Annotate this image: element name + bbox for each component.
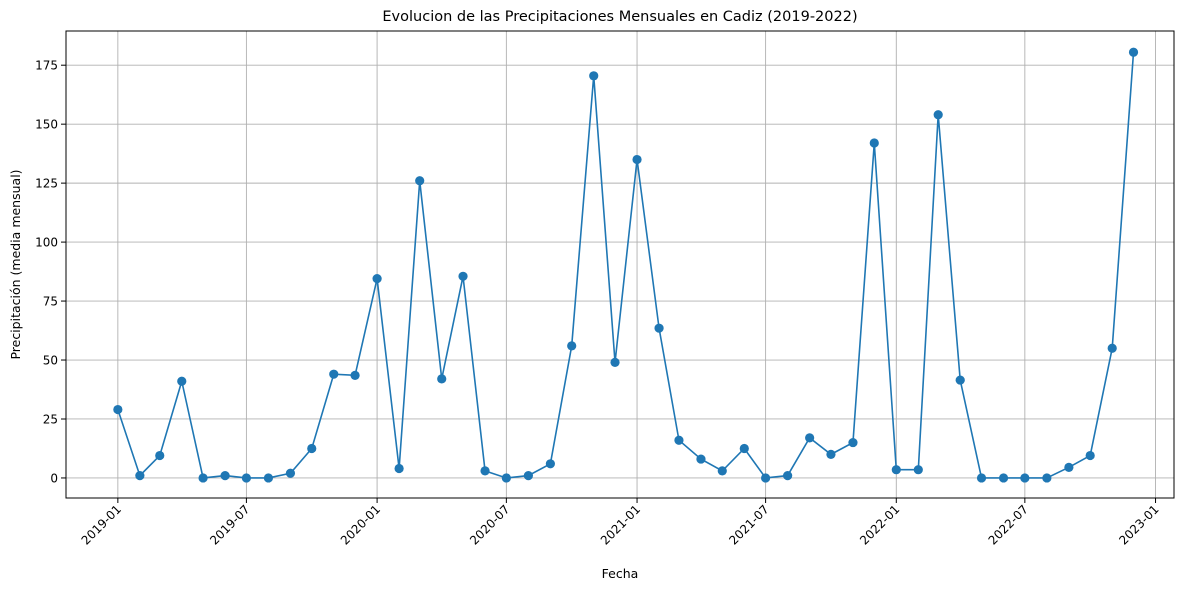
- data-point: [523, 470, 533, 481]
- y-tick-label: 100: [35, 236, 58, 250]
- x-tick-label: 2021-01: [598, 502, 643, 547]
- x-tick-label: 2020-07: [467, 502, 512, 547]
- data-point: [674, 435, 684, 445]
- data-point: [696, 454, 706, 464]
- data-point: [241, 473, 252, 483]
- data-point: [1107, 343, 1117, 353]
- data-point: [372, 274, 382, 284]
- y-tick-label: 125: [35, 177, 58, 191]
- y-tick-label: 75: [43, 295, 58, 309]
- data-point: [1020, 473, 1030, 483]
- data-point: [155, 450, 165, 461]
- y-tick-label: 50: [43, 354, 58, 368]
- data-point: [501, 473, 511, 483]
- data-point: [739, 443, 749, 454]
- data-point: [545, 459, 555, 469]
- data-point: [307, 443, 317, 454]
- y-tick-label: 175: [35, 59, 58, 73]
- data-point: [933, 110, 943, 120]
- data-point: [976, 473, 987, 483]
- data-point: [177, 376, 187, 386]
- data-point: [1042, 473, 1052, 483]
- data-point: [415, 176, 425, 186]
- y-tick-label: 0: [50, 471, 58, 485]
- data-point: [955, 375, 965, 385]
- x-tick-label: 2020-01: [338, 502, 383, 547]
- data-point: [458, 271, 468, 281]
- data-point: [285, 468, 296, 478]
- data-point: [1064, 462, 1074, 472]
- data-point: [350, 370, 360, 380]
- data-point: [848, 437, 858, 448]
- data-point: [394, 463, 404, 474]
- data-point: [717, 466, 727, 476]
- data-point: [329, 369, 339, 379]
- data-point: [220, 470, 230, 481]
- data-point: [761, 473, 771, 483]
- x-tick-label: 2021-07: [726, 502, 771, 547]
- x-tick-label: 2022-01: [857, 502, 902, 547]
- data-point: [198, 473, 208, 483]
- x-tick-label: 2019-01: [79, 502, 124, 547]
- x-axis-label: Fecha: [602, 566, 639, 581]
- chart-title: Evolucion de las Precipitaciones Mensual…: [382, 9, 857, 25]
- data-point: [113, 404, 123, 415]
- data-point: [654, 323, 664, 333]
- x-tick-label: 2019-07: [207, 502, 252, 547]
- data-point: [913, 465, 923, 475]
- series-layer: [113, 47, 1139, 483]
- data-point: [567, 341, 577, 351]
- y-tick-label: 150: [35, 118, 58, 132]
- data-point: [891, 465, 901, 475]
- data-point: [632, 154, 642, 165]
- x-tick-label: 2022-07: [986, 502, 1031, 547]
- data-point: [1085, 450, 1095, 461]
- y-tick-label: 25: [43, 412, 58, 426]
- data-point: [610, 357, 620, 367]
- data-point: [135, 470, 145, 481]
- data-point: [783, 470, 793, 481]
- series-line: [117, 52, 1135, 479]
- grid-layer: [66, 31, 1174, 498]
- data-point: [480, 466, 490, 476]
- data-point: [998, 473, 1009, 483]
- data-point: [869, 138, 879, 148]
- data-point: [1128, 47, 1139, 57]
- y-axis-label: Precipitación (media mensual): [8, 169, 23, 359]
- plot-frame: [65, 30, 1175, 499]
- data-point: [263, 473, 274, 483]
- data-point: [805, 433, 815, 443]
- data-point: [437, 374, 447, 384]
- data-point: [589, 71, 599, 81]
- x-tick-label: 2023-01: [1116, 502, 1161, 547]
- data-point: [826, 449, 836, 459]
